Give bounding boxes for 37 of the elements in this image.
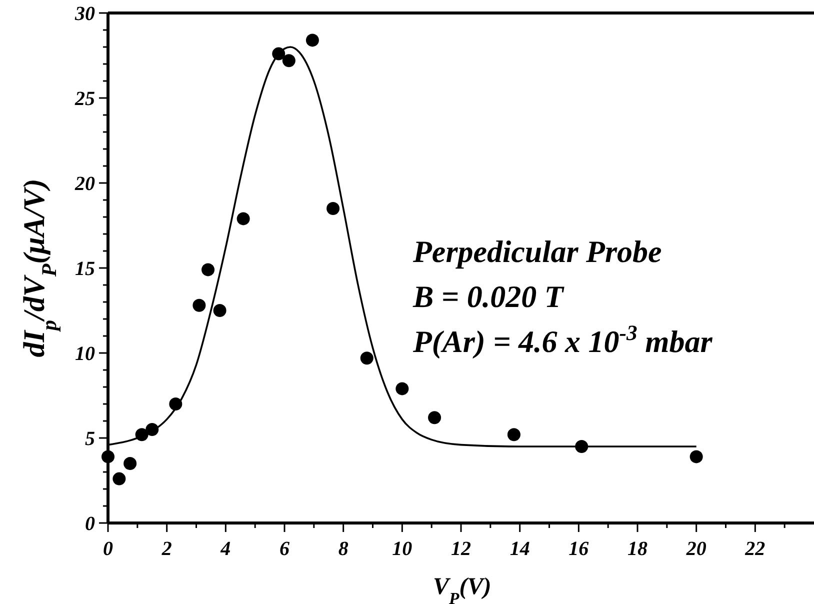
point	[326, 202, 340, 215]
point	[428, 411, 442, 424]
point	[507, 428, 520, 442]
point	[112, 472, 126, 486]
y-tick-label: 25	[74, 88, 95, 110]
y-tick-label: 10	[75, 343, 95, 365]
point	[360, 352, 374, 365]
point	[306, 34, 319, 47]
annotation: B = 0.020 T	[412, 279, 564, 314]
y-tick-label: 0	[85, 513, 95, 535]
x-tick-label: 0	[103, 538, 113, 560]
annotation: Perpedicular Probe	[412, 234, 662, 269]
x-tick-label: 20	[685, 538, 706, 560]
x-axis-title: V$_{P}$(V)	[433, 574, 492, 604]
point	[236, 212, 250, 226]
point	[213, 304, 226, 317]
y-tick-label: 15	[75, 258, 95, 280]
y-tick-label: 20	[74, 173, 95, 195]
x-tick-label: 10	[392, 538, 412, 560]
point	[202, 263, 215, 276]
y-tick-label: 5	[85, 428, 95, 450]
x-tick-label: 22	[744, 538, 766, 560]
point	[282, 54, 296, 68]
x-tick-label: 8	[338, 538, 348, 560]
x-tick-label: 6	[280, 538, 290, 560]
x-tick-label: 16	[568, 538, 589, 560]
y-tick-label: 30	[74, 3, 95, 25]
x-tick-label: 2	[160, 538, 172, 560]
x-tick-label: 12	[451, 538, 471, 560]
point	[690, 450, 703, 464]
annotation: P(Ar) = 4.6 x 10$^{-3}$ mbar	[412, 321, 714, 359]
x-tick-label: 4	[220, 538, 231, 560]
x-tick-label: 18	[628, 538, 648, 560]
point	[192, 298, 206, 312]
x-tick-label: 14	[510, 538, 530, 560]
point	[124, 457, 137, 470]
point	[396, 382, 409, 396]
